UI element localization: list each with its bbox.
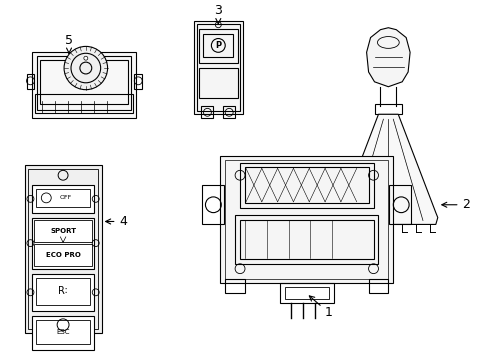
Bar <box>374 104 402 114</box>
Bar <box>134 74 142 89</box>
Bar <box>240 163 373 208</box>
Bar <box>225 279 245 293</box>
Bar <box>368 279 389 293</box>
Bar <box>390 185 411 224</box>
Text: 1: 1 <box>309 296 333 319</box>
Bar <box>32 185 94 213</box>
Bar <box>220 156 393 283</box>
Bar <box>32 274 94 311</box>
Bar <box>202 185 224 224</box>
Polygon shape <box>339 114 438 224</box>
Bar <box>32 316 94 350</box>
Polygon shape <box>367 28 410 87</box>
Text: 4: 4 <box>106 215 127 228</box>
Bar <box>34 220 92 242</box>
Bar <box>40 60 128 104</box>
Bar <box>35 94 133 113</box>
Text: R∶: R∶ <box>58 286 68 296</box>
Bar <box>245 167 368 203</box>
Bar <box>225 161 389 279</box>
Bar <box>198 29 238 63</box>
Text: 3: 3 <box>214 4 222 24</box>
Circle shape <box>64 46 108 90</box>
Text: ECO PRO: ECO PRO <box>46 252 80 258</box>
Bar <box>32 52 136 118</box>
Bar <box>280 283 334 303</box>
Bar <box>285 287 329 299</box>
Bar <box>325 161 345 170</box>
Bar <box>32 217 94 269</box>
Circle shape <box>84 56 88 60</box>
Bar <box>194 21 243 114</box>
Bar <box>24 165 101 333</box>
Bar <box>235 215 378 264</box>
Bar <box>26 74 34 89</box>
Bar <box>223 107 235 118</box>
Bar <box>203 33 233 57</box>
Text: 2: 2 <box>442 198 470 211</box>
Text: ESC: ESC <box>56 329 70 335</box>
Text: 5: 5 <box>65 34 73 53</box>
Bar <box>36 320 90 345</box>
Text: SPORT: SPORT <box>50 228 76 234</box>
Text: P: P <box>215 41 221 50</box>
Bar <box>198 68 238 98</box>
Bar <box>201 107 213 118</box>
Bar <box>196 24 240 111</box>
Bar <box>34 244 92 266</box>
Bar <box>36 278 90 305</box>
Text: OFF: OFF <box>59 195 72 201</box>
Bar <box>37 56 131 110</box>
Bar <box>28 169 98 329</box>
Bar <box>240 220 373 259</box>
Bar <box>36 189 90 207</box>
